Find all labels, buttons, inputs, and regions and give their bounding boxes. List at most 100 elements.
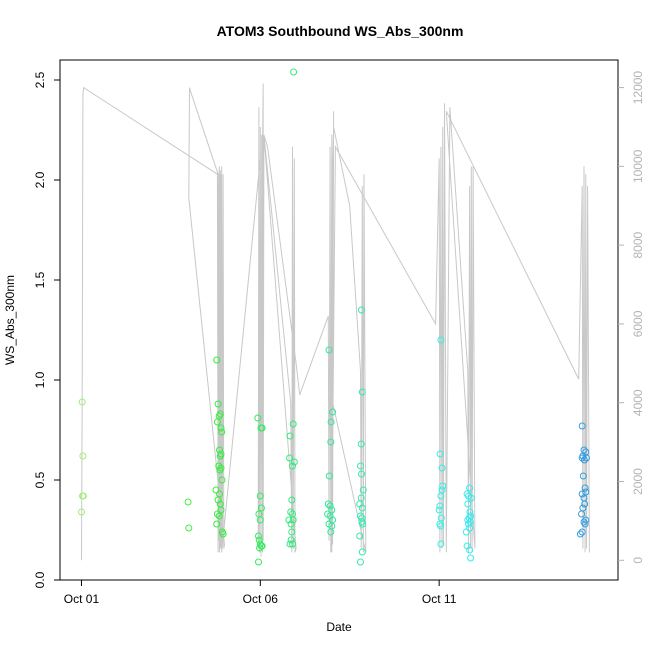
data-point — [358, 504, 366, 512]
data-point — [327, 418, 335, 426]
altitude-line-layer — [81, 83, 590, 561]
y-tick-label: 0.5 — [33, 471, 47, 488]
data-point — [79, 492, 87, 500]
data-point — [437, 540, 445, 548]
right-y-axis: 0 2000 4000 6000 8000 10000 12000 — [618, 71, 645, 564]
data-point — [436, 502, 444, 510]
right-y-tick-label: 4000 — [631, 389, 645, 416]
points-layer — [78, 68, 590, 566]
data-point — [289, 516, 297, 524]
data-point — [466, 484, 474, 492]
data-point — [579, 472, 587, 480]
data-point — [357, 462, 364, 470]
data-point — [216, 490, 223, 498]
altitude-series-line — [81, 83, 590, 561]
data-point — [465, 514, 473, 522]
data-point — [289, 420, 297, 428]
data-point — [580, 518, 588, 526]
data-point — [287, 508, 295, 516]
data-point — [217, 464, 225, 472]
data-point — [327, 438, 335, 446]
data-point — [254, 414, 262, 422]
chart-title: ATOM3 Southbound WS_Abs_300nm — [217, 23, 464, 39]
data-point — [325, 472, 333, 480]
data-point — [289, 462, 296, 470]
x-tick-label: Oct 11 — [422, 592, 457, 606]
data-point — [185, 524, 193, 532]
data-point — [213, 510, 221, 518]
data-point — [357, 440, 365, 448]
data-point — [437, 522, 445, 530]
data-point — [213, 418, 221, 426]
plot-frame — [59, 59, 619, 581]
x-tick-label: Oct 06 — [243, 592, 279, 606]
y-tick-label: 2.0 — [33, 171, 47, 188]
data-point — [578, 454, 586, 462]
data-point — [213, 356, 221, 364]
data-point — [359, 486, 367, 494]
data-point — [79, 452, 87, 460]
data-point — [439, 482, 447, 490]
data-point — [286, 454, 294, 462]
data-point — [258, 424, 266, 432]
data-point — [256, 516, 264, 524]
right-y-tick-label: 8000 — [631, 231, 645, 258]
y-tick-label: 1.5 — [33, 271, 47, 288]
data-point — [327, 528, 335, 536]
data-point — [580, 456, 588, 464]
data-point — [285, 516, 293, 524]
data-point — [435, 506, 443, 514]
data-point — [464, 500, 472, 508]
data-point — [578, 528, 586, 536]
data-point — [217, 424, 225, 432]
data-point — [255, 536, 263, 544]
data-point — [437, 492, 445, 500]
data-point — [466, 546, 474, 554]
data-point — [78, 508, 85, 516]
y-tick-label: 1.0 — [33, 371, 47, 388]
data-point — [358, 518, 366, 526]
x-axis-label: Date — [326, 620, 352, 634]
data-point — [325, 346, 333, 354]
data-point — [578, 422, 586, 430]
data-point — [213, 520, 221, 528]
right-y-tick-label: 2000 — [631, 468, 645, 495]
data-point — [218, 428, 226, 436]
data-point — [357, 512, 364, 520]
data-point — [287, 520, 295, 528]
data-point — [465, 492, 472, 500]
data-point — [290, 68, 298, 76]
data-point — [288, 496, 296, 504]
y-axis: 0.0 0.5 1.0 1.5 2.0 2.5 — [33, 71, 60, 588]
right-y-tick-label: 10000 — [631, 149, 645, 183]
data-point — [438, 464, 446, 472]
data-point — [217, 506, 225, 514]
y-axis-label: WS_Abs_300nm — [3, 275, 17, 365]
data-point — [256, 492, 264, 500]
right-y-tick-label: 12000 — [631, 71, 645, 105]
data-point — [358, 388, 366, 396]
data-point — [255, 532, 262, 540]
data-point — [218, 476, 226, 484]
data-point — [287, 536, 295, 544]
data-point — [463, 490, 471, 498]
data-point — [358, 470, 365, 478]
data-point — [326, 502, 334, 510]
data-point — [576, 530, 584, 538]
data-point — [582, 516, 590, 524]
data-point — [578, 510, 585, 518]
data-point — [286, 432, 294, 440]
data-point — [217, 450, 225, 458]
data-point — [255, 558, 262, 566]
right-y-tick-label: 6000 — [631, 310, 645, 337]
data-point — [219, 530, 227, 538]
data-point — [581, 500, 589, 508]
data-point — [465, 520, 472, 528]
data-point — [583, 454, 590, 462]
data-point — [356, 532, 364, 540]
data-point — [286, 540, 294, 548]
data-point — [214, 400, 222, 408]
data-point — [288, 528, 296, 536]
data-point — [436, 450, 444, 458]
